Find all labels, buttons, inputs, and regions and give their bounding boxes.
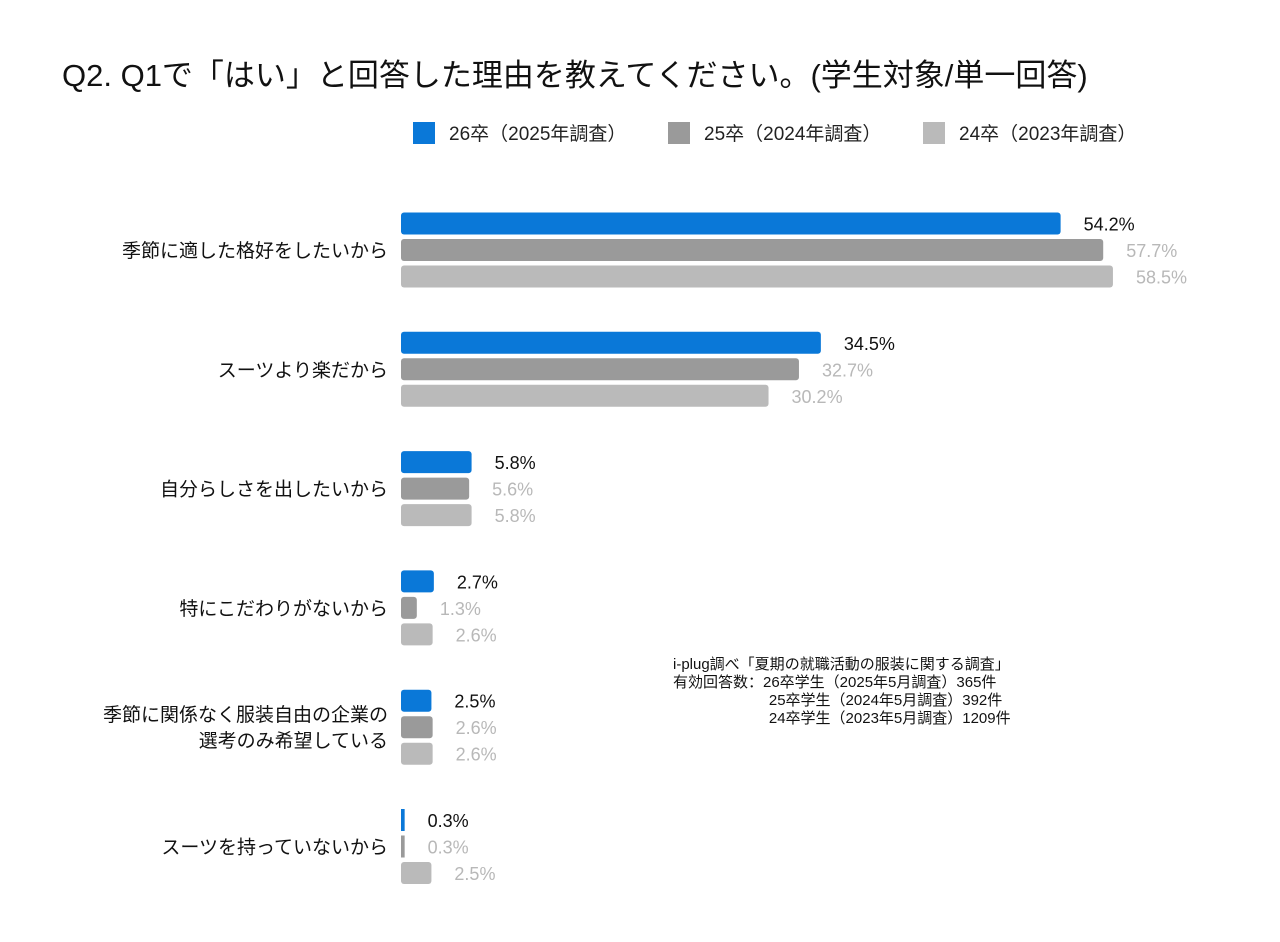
category-label: スーツより楽だから [218, 359, 388, 381]
data-label: 30.2% [792, 387, 843, 407]
legend-item-26: 26卒（2025年調査） [413, 119, 626, 146]
data-label: 2.5% [454, 864, 495, 884]
legend-swatch [923, 121, 945, 144]
bar [401, 451, 472, 474]
note-line: i-plug調べ「夏期の就職活動の服装に関する調査」 [673, 656, 1010, 673]
legend-swatch [413, 121, 435, 144]
data-label: 54.2% [1084, 215, 1135, 235]
category-label: 自分らしさを出したいから [160, 479, 388, 501]
chart-title: Q2. Q1で「はい」と回答した理由を教えてください。(学生対象/単一回答) [62, 58, 1088, 93]
data-label: 0.3% [428, 838, 469, 858]
category-label: 特にこだわりがないから [179, 598, 388, 620]
data-label: 2.6% [456, 625, 497, 645]
data-label: 2.7% [457, 572, 498, 592]
data-label: 5.8% [495, 506, 536, 526]
legend-label: 26卒（2025年調査） [449, 124, 627, 145]
data-label: 0.3% [428, 811, 469, 831]
bar [401, 862, 432, 884]
bar [401, 809, 405, 831]
bar [401, 384, 769, 407]
source-note: i-plug調べ「夏期の就職活動の服装に関する調査」 有効回答数：26卒学生（20… [673, 656, 1011, 728]
category-label: 季節に関係なく服装自由の企業の [103, 704, 388, 726]
data-label: 34.5% [844, 334, 895, 354]
bar [401, 689, 432, 712]
bar [401, 239, 1104, 261]
bar [401, 212, 1061, 235]
bar [401, 742, 433, 765]
note-line: 有効回答数：26卒学生（2025年5月調査）365件 [673, 674, 997, 691]
bar [401, 358, 799, 381]
data-label: 58.5% [1136, 268, 1187, 288]
bar [401, 570, 434, 593]
legend-swatch [668, 121, 690, 144]
data-label: 2.6% [456, 745, 497, 765]
legend-item-24: 24卒（2023年調査） [923, 119, 1136, 146]
bar [401, 596, 417, 619]
category-label: 季節に適した格好をしたいから [122, 240, 388, 262]
note-line: 25卒学生（2024年5月調査）392件 [673, 692, 1003, 709]
bar [401, 623, 433, 646]
data-label: 5.8% [495, 453, 536, 473]
legend-label: 24卒（2023年調査） [959, 124, 1137, 145]
data-label: 2.6% [456, 718, 497, 738]
bar [401, 331, 821, 354]
data-label: 1.3% [440, 599, 481, 619]
category-label: スーツを持っていないから [161, 837, 388, 859]
data-label: 32.7% [822, 360, 873, 380]
legend-label: 25卒（2024年調査） [704, 124, 882, 145]
bar [401, 716, 433, 739]
bar [401, 265, 1113, 288]
bar [401, 835, 405, 858]
data-label: 5.6% [492, 480, 533, 500]
bar [401, 504, 472, 527]
category-label: 選考のみ希望している [199, 730, 388, 752]
note-line: 24卒学生（2023年5月調査）1209件 [673, 710, 1011, 727]
bar [401, 477, 470, 500]
data-label: 2.5% [454, 692, 495, 712]
data-label: 57.7% [1126, 241, 1177, 261]
legend-item-25: 25卒（2024年調査） [668, 119, 881, 146]
